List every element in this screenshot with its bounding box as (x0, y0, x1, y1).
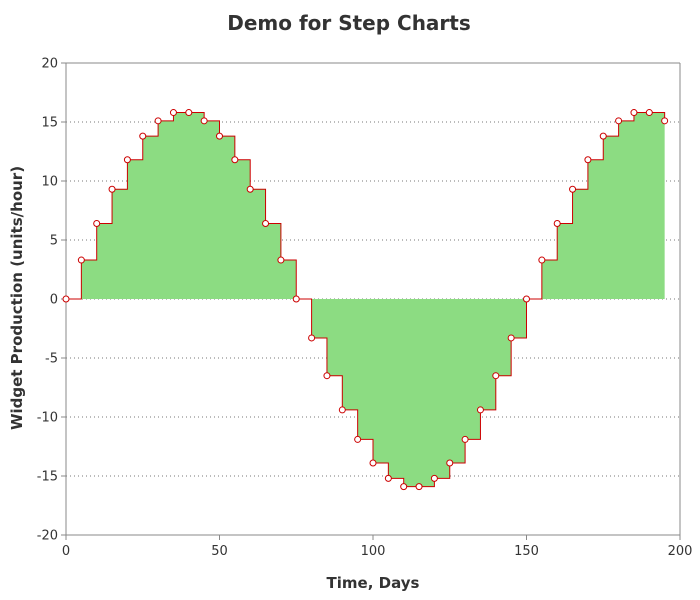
y-axis-label: Widget Production (units/hour) (8, 166, 26, 430)
data-point-25 (139, 132, 147, 140)
data-point-115 (415, 483, 423, 491)
data-point-130 (461, 435, 469, 443)
data-point-105 (384, 474, 392, 482)
data-point-20 (123, 156, 131, 164)
data-point-185 (630, 109, 638, 117)
y-tick-label--20: -20 (37, 529, 58, 544)
data-point-80 (308, 334, 316, 342)
data-point-195 (661, 117, 669, 125)
data-point-55 (231, 156, 239, 164)
chart-title: Demo for Step Charts (227, 11, 471, 35)
y-tick-label--5: -5 (45, 352, 58, 367)
data-point-35 (169, 109, 177, 117)
x-tick-label-200: 200 (668, 544, 693, 559)
step-line (66, 112, 666, 488)
x-axis-label: Time, Days (327, 574, 420, 592)
data-point-125 (446, 459, 454, 467)
y-tick-label-20: 20 (41, 57, 58, 72)
x-tick-label-150: 150 (514, 544, 539, 559)
data-point-5 (77, 256, 85, 264)
data-point-165 (569, 185, 577, 193)
data-point-40 (185, 109, 193, 117)
data-point-85 (323, 372, 331, 380)
data-point-155 (538, 256, 546, 264)
data-point-30 (154, 117, 162, 125)
y-tick-label-10: 10 (41, 175, 58, 190)
data-point-180 (615, 117, 623, 125)
y-tick-label-5: 5 (50, 234, 58, 249)
axes (61, 62, 681, 540)
data-point-95 (354, 435, 362, 443)
data-point-15 (108, 185, 116, 193)
data-point-0 (62, 295, 70, 303)
data-point-175 (599, 132, 607, 140)
x-tick-label-0: 0 (62, 544, 70, 559)
data-point-60 (246, 185, 254, 193)
data-point-110 (400, 483, 408, 491)
data-point-45 (200, 117, 208, 125)
data-point-70 (277, 256, 285, 264)
data-point-65 (262, 219, 270, 227)
data-point-50 (216, 132, 223, 140)
x-tick-label-100: 100 (361, 544, 386, 559)
x-tick-label-50: 50 (211, 544, 228, 559)
data-markers (62, 109, 669, 491)
step-area (66, 112, 666, 488)
data-point-10 (93, 219, 101, 227)
data-point-140 (492, 372, 500, 380)
y-tick-label--15: -15 (37, 470, 58, 485)
data-point-150 (523, 295, 530, 303)
y-tick-label-0: 0 (50, 293, 58, 308)
y-tick-label-15: 15 (41, 116, 58, 131)
data-point-160 (553, 219, 561, 227)
data-point-90 (338, 406, 346, 414)
y-tick-label--10: -10 (37, 411, 58, 426)
data-point-100 (369, 459, 377, 467)
data-point-135 (476, 406, 484, 414)
area-fill (66, 112, 665, 487)
data-point-145 (507, 334, 515, 342)
data-point-120 (430, 474, 438, 482)
data-point-170 (584, 156, 592, 164)
data-point-190 (645, 109, 653, 117)
data-point-75 (292, 295, 300, 303)
